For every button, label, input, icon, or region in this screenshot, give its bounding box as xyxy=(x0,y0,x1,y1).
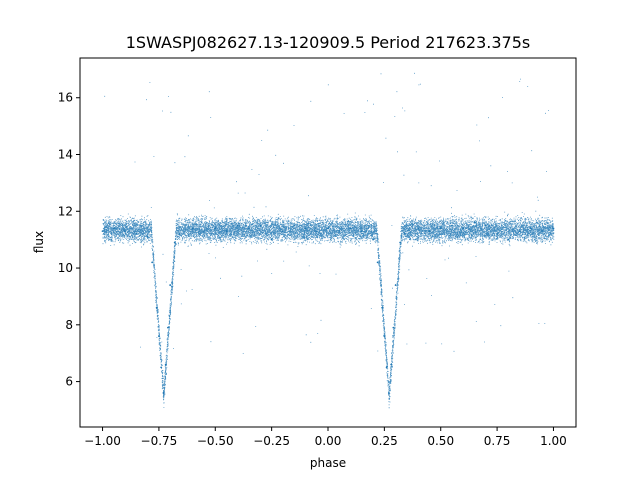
y-tick-label: 8 xyxy=(65,318,73,332)
data-point xyxy=(390,363,393,366)
data-point xyxy=(473,221,476,224)
data-point xyxy=(552,227,555,230)
data-point xyxy=(327,227,329,230)
y-axis: 6 8 10 12 14 16 xyxy=(58,91,80,389)
chart-title: 1SWASPJ082627.13-120909.5 Period 217623.… xyxy=(126,33,531,52)
data-point xyxy=(383,335,386,338)
data-point xyxy=(151,261,154,264)
data-point xyxy=(191,227,194,230)
data-point xyxy=(507,238,510,241)
data-point xyxy=(496,233,498,235)
y-tick-label: 6 xyxy=(65,375,73,389)
data-point xyxy=(385,366,388,369)
data-point xyxy=(124,230,126,233)
data-point xyxy=(236,224,239,227)
data-point xyxy=(270,238,273,241)
x-tick-label: 0.25 xyxy=(371,434,398,448)
data-point xyxy=(315,230,318,233)
data-point xyxy=(381,306,384,309)
data-point xyxy=(155,306,158,309)
data-point-cloud xyxy=(102,72,555,409)
data-point xyxy=(541,230,544,233)
data-point xyxy=(158,335,160,338)
data-point xyxy=(462,227,465,230)
data-point xyxy=(203,230,205,233)
x-axis-label: phase xyxy=(310,456,346,470)
x-tick-label: 1.00 xyxy=(540,434,567,448)
data-point xyxy=(394,284,397,286)
x-tick-label: −0.25 xyxy=(253,434,290,448)
data-point xyxy=(225,230,228,233)
x-tick-label: 0.50 xyxy=(427,434,454,448)
data-point xyxy=(173,241,176,244)
data-point xyxy=(259,224,262,227)
data-point xyxy=(248,227,250,230)
data-point xyxy=(403,233,406,235)
data-point xyxy=(160,366,163,369)
data-point xyxy=(167,326,169,329)
data-point xyxy=(372,238,374,241)
data-point xyxy=(428,230,431,233)
data-point xyxy=(518,230,521,233)
data-point xyxy=(484,224,487,227)
x-tick-label: 0.75 xyxy=(484,434,511,448)
data-point xyxy=(439,227,442,230)
data-point xyxy=(338,230,341,233)
data-point xyxy=(214,227,217,230)
data-point xyxy=(376,261,379,264)
data-point xyxy=(530,227,532,230)
data-point xyxy=(178,233,181,235)
data-point xyxy=(387,392,390,394)
data-point xyxy=(101,230,104,233)
y-tick-label: 12 xyxy=(58,204,73,218)
data-point xyxy=(135,233,138,235)
data-point xyxy=(169,284,172,286)
x-tick-label: −0.75 xyxy=(141,434,178,448)
y-tick-label: 16 xyxy=(58,91,73,105)
data-point xyxy=(162,392,165,394)
x-tick-label: −1.00 xyxy=(84,434,121,448)
x-tick-label: −0.50 xyxy=(197,434,234,448)
x-axis: −1.00 −0.75 −0.50 −0.25 0.00 0.25 0.50 0.75 1.00 xyxy=(84,427,567,448)
data-point xyxy=(282,230,284,233)
data-point xyxy=(360,230,363,233)
data-point xyxy=(293,224,296,227)
data-point xyxy=(399,241,402,244)
data-point xyxy=(417,227,420,230)
y-axis-label: flux xyxy=(32,231,46,253)
data-point xyxy=(112,227,115,230)
data-point xyxy=(451,224,453,227)
data-point xyxy=(146,235,149,238)
data-point xyxy=(392,326,395,329)
y-tick-label: 10 xyxy=(58,261,73,275)
x-tick-label: 0.00 xyxy=(315,434,342,448)
data-point xyxy=(304,227,307,230)
y-tick-label: 14 xyxy=(58,148,73,162)
data-point xyxy=(349,227,352,230)
data-points xyxy=(101,72,555,409)
data-point xyxy=(164,363,167,366)
